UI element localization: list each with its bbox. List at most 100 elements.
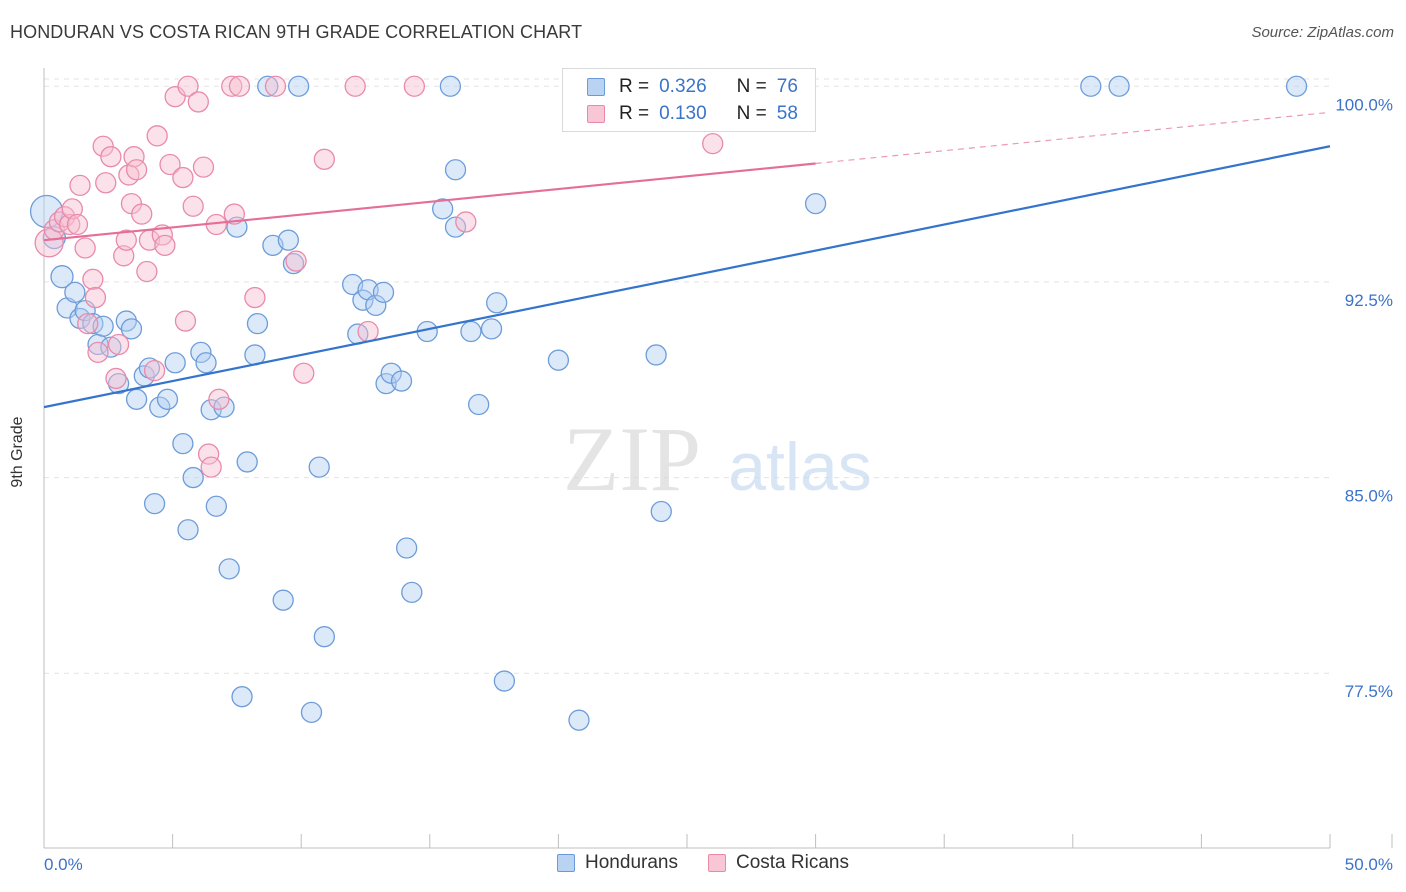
honduran-point [125,388,148,410]
honduran-point [486,292,508,314]
honduran-point [236,451,258,473]
costa-rican-point [74,237,96,259]
costa-rican-point [146,125,168,147]
costa-rican-point [107,333,130,356]
honduran-point [172,433,194,455]
costa-rican-point [34,228,64,258]
costa-rican-point [115,229,137,251]
honduran-point [650,500,672,523]
costa-rican-point [192,156,215,178]
costa-rican-point [228,75,251,97]
costa-rican-point [455,211,477,233]
series-hondurans [29,75,1308,731]
data-points [29,75,1308,731]
r-label: R = [619,103,650,124]
watermark: ZIP atlas [563,408,872,510]
honduran-point [205,495,227,517]
legend-item-hondurans[interactable]: Hondurans [557,852,678,874]
honduran-point [143,493,166,515]
honduran-point [200,399,222,421]
honduran-point [804,193,827,215]
costa-rican-point [200,456,222,478]
honduran-point [439,75,462,97]
honduran-point [300,701,323,723]
honduran-point [396,537,418,559]
costa-rican-point [264,75,287,97]
honduran-point [195,352,217,374]
n-label: N = [736,103,767,124]
costa-rican-trend-line [43,162,816,242]
n-label: N = [736,76,767,97]
honduran-point [352,289,374,311]
costa-rican-point [84,286,107,309]
costa-rican-point [174,310,197,332]
costa-ricans-n-value: 58 [776,103,798,124]
hondurans-swatch [587,78,605,96]
honduran-point [164,352,186,374]
costa-rican-point [59,213,81,236]
honduran-point [100,336,122,358]
honduran-point [444,216,467,238]
honduran-point [177,519,199,541]
costa-ricans-swatch [587,105,605,123]
honduran-point [277,229,299,251]
honduran-point [460,320,482,343]
honduran-point [372,281,395,303]
costa-rican-point [87,341,109,363]
axes [43,68,1393,849]
costa-rican-point [154,234,176,257]
legend-item-costa-ricans[interactable]: Costa Ricans [707,852,849,874]
x-tick-label-min: 0.0% [44,855,83,874]
honduran-point [568,709,590,731]
honduran-trend-line [43,145,1331,409]
costa-ricans-r-value: 0.130 [659,103,707,124]
costa-rican-point [92,135,114,157]
honduran-point [50,265,74,289]
honduran-point [1285,75,1308,97]
chart-title: HONDURAN VS COSTA RICAN 9TH GRADE CORREL… [10,22,583,42]
honduran-point [257,75,279,97]
y-tick-label: 100.0% [1335,95,1393,114]
gridlines [44,78,1330,674]
costa-rican-point [105,367,127,390]
costa-rican-point [66,213,89,236]
costa-ricans-legend-label: Costa Ricans [735,852,849,873]
honduran-point [231,686,253,708]
honduran-point [149,396,171,418]
legend-row-hondurans: R = 0.326 N = 76 [587,75,798,99]
honduran-point [480,318,503,340]
honduran-point [120,318,143,340]
costa-rican-point [403,75,426,97]
costa-rican-point [131,203,153,225]
source-label: Source: ZipAtlas.com [1251,24,1394,41]
honduran-point [390,370,413,392]
costa-rican-point [100,146,122,168]
costa-rican-point [197,443,220,465]
hondurans-r-value: 0.326 [659,76,707,97]
correlation-legend: R = 0.326 N = 76 R = 0.130 N = 58 [562,68,816,132]
costa-rican-point [77,313,99,335]
costa-rican-point [61,198,83,220]
watermark-zip: ZIP [563,408,701,510]
costa-rican-point [293,362,315,384]
costa-rican-point [69,174,91,197]
honduran-point [1108,75,1130,97]
honduran-point [547,349,570,371]
honduran-point [432,198,454,220]
costa-rican-point [125,159,148,181]
costa-rican-point [187,91,209,113]
costa-rican-point [143,359,166,382]
costa-rican-point [113,245,135,267]
honduran-point [156,388,179,410]
costa-rican-point [82,268,104,290]
watermark-atlas: atlas [728,429,872,505]
honduran-point [375,373,397,395]
hondurans-n-value: 76 [776,76,798,97]
costa-rican-point [221,75,243,97]
honduran-point [282,253,305,275]
y-tick-label: 85.0% [1345,487,1393,506]
costa-rican-point [313,148,335,170]
costa-rican-point [208,388,230,410]
honduran-point [218,558,240,580]
